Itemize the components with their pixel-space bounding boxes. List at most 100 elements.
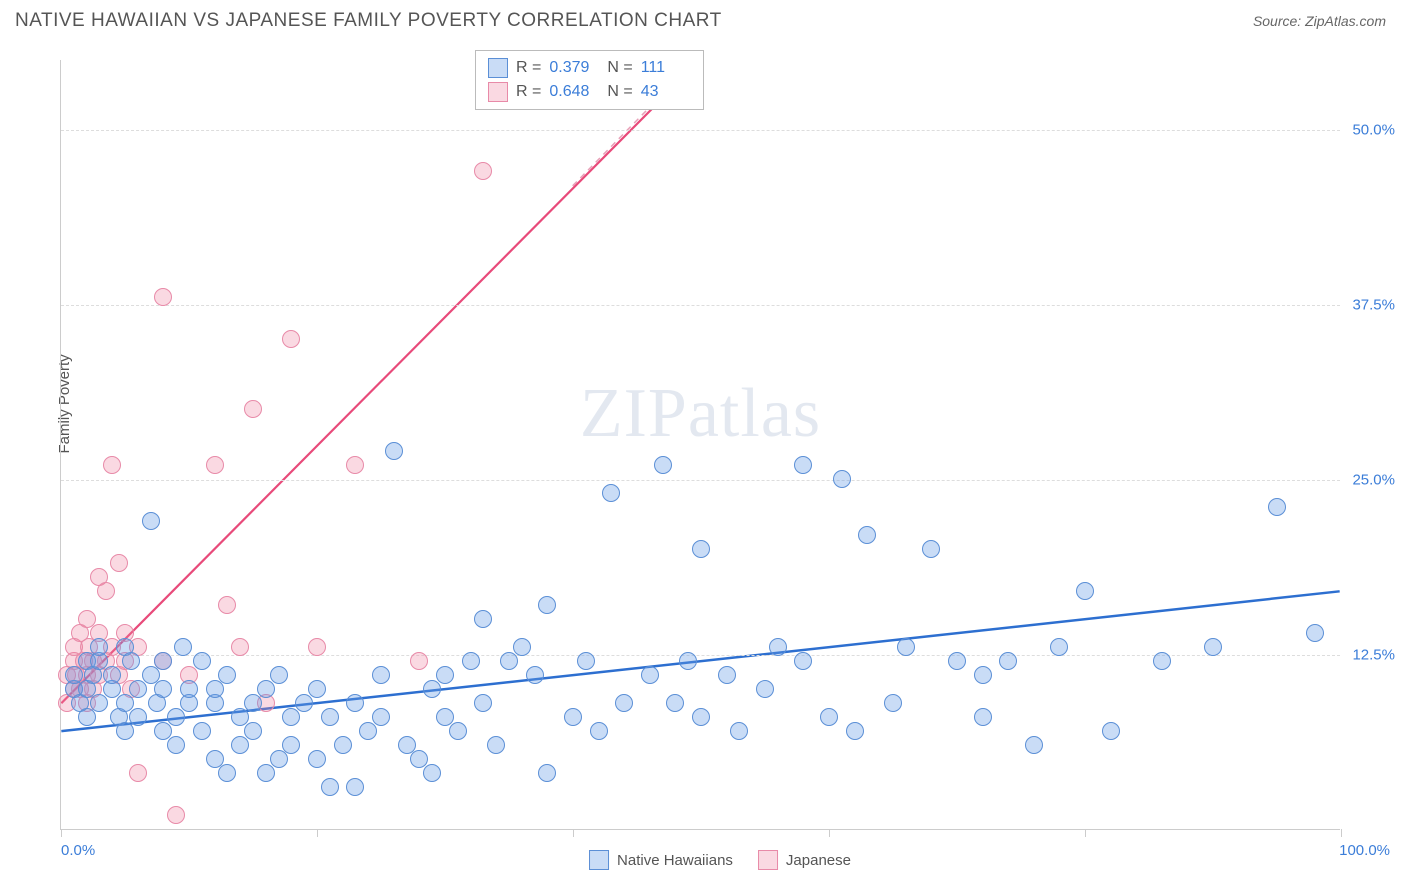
x-tick xyxy=(1341,829,1342,837)
grid-line xyxy=(61,655,1340,656)
scatter-point xyxy=(692,708,710,726)
scatter-point xyxy=(218,596,236,614)
scatter-point xyxy=(974,708,992,726)
scatter-point xyxy=(193,652,211,670)
scatter-point xyxy=(334,736,352,754)
scatter-point xyxy=(513,638,531,656)
scatter-point xyxy=(282,736,300,754)
plot-region: ZIPatlas 12.5%25.0%37.5%50.0%0.0%100.0% xyxy=(60,60,1340,830)
scatter-point xyxy=(436,666,454,684)
scatter-point xyxy=(295,694,313,712)
scatter-point xyxy=(346,778,364,796)
scatter-point xyxy=(500,652,518,670)
scatter-point xyxy=(423,764,441,782)
scatter-point xyxy=(346,694,364,712)
y-tick-label: 37.5% xyxy=(1352,297,1395,314)
scatter-point xyxy=(231,736,249,754)
scatter-point xyxy=(282,330,300,348)
scatter-point xyxy=(897,638,915,656)
swatch-japanese xyxy=(488,82,508,102)
legend-label-hawaiian: Native Hawaiians xyxy=(617,852,733,869)
scatter-point xyxy=(756,680,774,698)
scatter-point xyxy=(110,554,128,572)
x-tick xyxy=(1085,829,1086,837)
scatter-point xyxy=(244,722,262,740)
scatter-point xyxy=(1050,638,1068,656)
scatter-point xyxy=(154,680,172,698)
chart-area: Family Poverty ZIPatlas 12.5%25.0%37.5%5… xyxy=(50,50,1390,840)
scatter-point xyxy=(692,540,710,558)
scatter-point xyxy=(103,456,121,474)
scatter-point xyxy=(462,652,480,670)
scatter-point xyxy=(423,680,441,698)
scatter-point xyxy=(590,722,608,740)
r-label: R = xyxy=(516,83,541,101)
scatter-point xyxy=(474,610,492,628)
scatter-point xyxy=(846,722,864,740)
chart-source: Source: ZipAtlas.com xyxy=(1253,13,1386,29)
scatter-point xyxy=(526,666,544,684)
legend-item-hawaiian: Native Hawaiians xyxy=(589,850,733,870)
scatter-point xyxy=(90,694,108,712)
legend-label-japanese: Japanese xyxy=(786,852,851,869)
scatter-point xyxy=(218,764,236,782)
stats-row-hawaiian: R = 0.379 N = 111 xyxy=(488,56,691,80)
scatter-point xyxy=(321,778,339,796)
scatter-point xyxy=(244,694,262,712)
scatter-point xyxy=(538,596,556,614)
scatter-point xyxy=(372,708,390,726)
y-tick-label: 25.0% xyxy=(1352,472,1395,489)
scatter-point xyxy=(884,694,902,712)
scatter-point xyxy=(103,666,121,684)
scatter-point xyxy=(218,666,236,684)
scatter-point xyxy=(654,456,672,474)
scatter-point xyxy=(820,708,838,726)
scatter-point xyxy=(679,652,697,670)
scatter-point xyxy=(257,680,275,698)
scatter-point xyxy=(321,708,339,726)
scatter-point xyxy=(257,764,275,782)
scatter-point xyxy=(999,652,1017,670)
scatter-point xyxy=(833,470,851,488)
x-tick-label: 0.0% xyxy=(61,842,95,859)
scatter-point xyxy=(206,680,224,698)
scatter-point xyxy=(270,666,288,684)
swatch-hawaiian xyxy=(488,58,508,78)
scatter-point xyxy=(858,526,876,544)
scatter-point xyxy=(1153,652,1171,670)
scatter-point xyxy=(154,652,172,670)
scatter-point xyxy=(206,456,224,474)
grid-line xyxy=(61,130,1340,131)
scatter-point xyxy=(974,666,992,684)
n-value-hawaiian: 111 xyxy=(641,59,691,77)
legend-swatch-hawaiian xyxy=(589,850,609,870)
scatter-point xyxy=(270,750,288,768)
n-label: N = xyxy=(607,59,632,77)
scatter-point xyxy=(487,736,505,754)
scatter-point xyxy=(1268,498,1286,516)
legend: Native Hawaiians Japanese xyxy=(589,850,851,870)
scatter-point xyxy=(474,162,492,180)
scatter-point xyxy=(602,484,620,502)
n-label: N = xyxy=(607,83,632,101)
scatter-point xyxy=(769,638,787,656)
scatter-point xyxy=(122,652,140,670)
stats-row-japanese: R = 0.648 N = 43 xyxy=(488,80,691,104)
scatter-point xyxy=(564,708,582,726)
scatter-point xyxy=(948,652,966,670)
scatter-point xyxy=(129,764,147,782)
scatter-point xyxy=(167,736,185,754)
scatter-point xyxy=(97,582,115,600)
r-value-hawaiian: 0.379 xyxy=(549,59,599,77)
scatter-point xyxy=(346,456,364,474)
scatter-point xyxy=(1204,638,1222,656)
scatter-point xyxy=(538,764,556,782)
scatter-point xyxy=(129,680,147,698)
x-tick xyxy=(61,829,62,837)
scatter-point xyxy=(641,666,659,684)
r-label: R = xyxy=(516,59,541,77)
scatter-point xyxy=(129,708,147,726)
watermark: ZIPatlas xyxy=(580,374,821,454)
scatter-point xyxy=(794,652,812,670)
scatter-point xyxy=(90,638,108,656)
